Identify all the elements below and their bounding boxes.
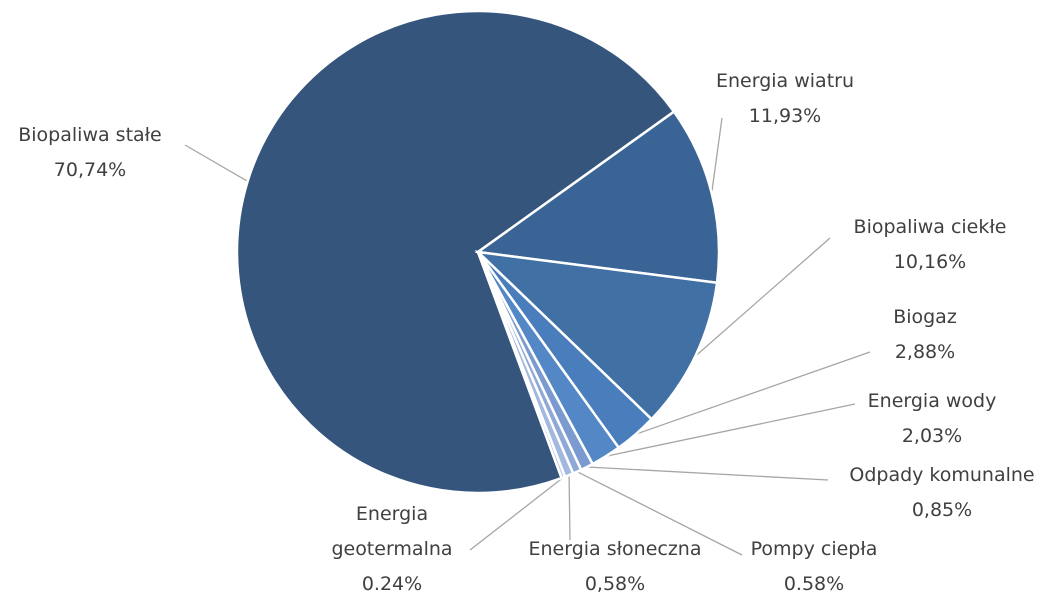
category-label: Energia geotermalna — [331, 503, 453, 560]
leader-line — [711, 117, 723, 194]
leader-line — [605, 403, 856, 457]
pie-slice — [474, 250, 719, 421]
slice-label: Biopaliwa stałe 70,74% — [18, 118, 162, 188]
slice-label: Biopaliwa ciekłe 10,16% — [854, 210, 1007, 280]
slice-label: Energia słoneczna 0,58% — [529, 532, 702, 602]
value-label: 2,88% — [894, 341, 956, 363]
category-label: Energia słoneczna — [528, 538, 702, 560]
category-label: Energia wody — [867, 390, 997, 412]
slice-label: Biogaz 2,88% — [893, 300, 957, 370]
pie-slice — [474, 109, 721, 285]
slice-label: Odpady komunalne 0,85% — [849, 458, 1034, 528]
leader-line — [568, 475, 571, 541]
leader-line — [576, 471, 743, 556]
pie-slice — [476, 251, 567, 480]
category-label: Biopaliwa stałe — [18, 124, 162, 146]
value-label: 2,03% — [901, 425, 963, 447]
category-label: Odpady komunalne — [849, 464, 1035, 486]
pie-slice — [235, 9, 676, 495]
category-label: Energia wiatru — [715, 70, 855, 92]
category-label: Biopaliwa ciekłe — [853, 216, 1007, 238]
value-label: 0.58% — [783, 573, 845, 595]
category-label: Pompy ciepła — [750, 538, 878, 560]
value-label: 0,85% — [911, 499, 973, 521]
leader-line — [469, 476, 564, 551]
slice-label: Energia geotermalna 0.24% — [317, 497, 467, 602]
value-label: 11,93% — [748, 105, 822, 127]
slice-label: Energia wody 2,03% — [868, 384, 997, 454]
value-label: 70,74% — [53, 159, 127, 181]
value-label: 0.24% — [361, 573, 423, 595]
category-label: Biogaz — [893, 306, 957, 328]
leader-line — [586, 466, 829, 481]
leader-line — [635, 351, 871, 435]
slice-label: Pompy ciepła 0.58% — [751, 532, 878, 602]
slice-label: Energia wiatru 11,93% — [716, 64, 854, 134]
value-label: 0,58% — [584, 573, 646, 595]
leader-line — [184, 144, 248, 182]
leader-line — [694, 237, 831, 357]
value-label: 10,16% — [893, 251, 967, 273]
